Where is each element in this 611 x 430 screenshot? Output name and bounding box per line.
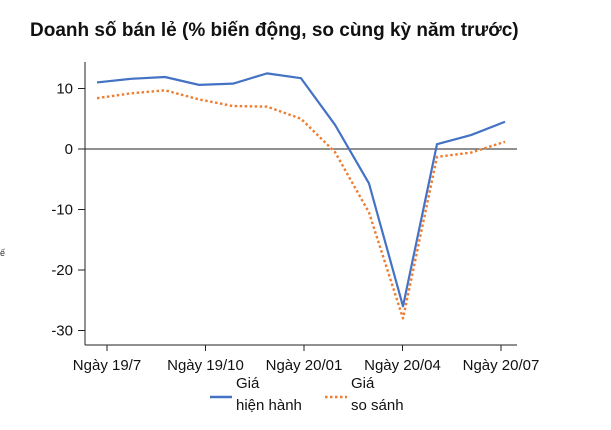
x-tick-label: Ngày 19/10	[167, 357, 244, 374]
chart-title: Doanh số bán lẻ (% biến động, so cùng kỳ…	[30, 20, 519, 41]
legend-label: Giá	[236, 375, 260, 392]
series-line-gia-so-sanh	[96, 89, 506, 320]
legend-label: Giá	[351, 375, 375, 392]
x-tick-label: Ngày 20/04	[364, 357, 441, 374]
x-tick-label: Ngày 19/7	[73, 357, 141, 374]
series-line-gia-hien-hanh	[96, 72, 506, 308]
y-tick-label: 0	[65, 141, 73, 158]
y-tick-label: -30	[51, 323, 73, 340]
x-tick-label: Ngày 20/01	[266, 357, 343, 374]
y-tick-label: 10	[56, 81, 73, 98]
legend-label: hiện hành	[236, 397, 302, 414]
edge-text-fragment: ế	[0, 248, 6, 258]
y-tick-label: -10	[51, 202, 73, 219]
x-tick-label: Ngày 20/07	[463, 357, 540, 374]
y-tick-label: -20	[51, 262, 73, 279]
legend-label: so sánh	[351, 397, 404, 414]
